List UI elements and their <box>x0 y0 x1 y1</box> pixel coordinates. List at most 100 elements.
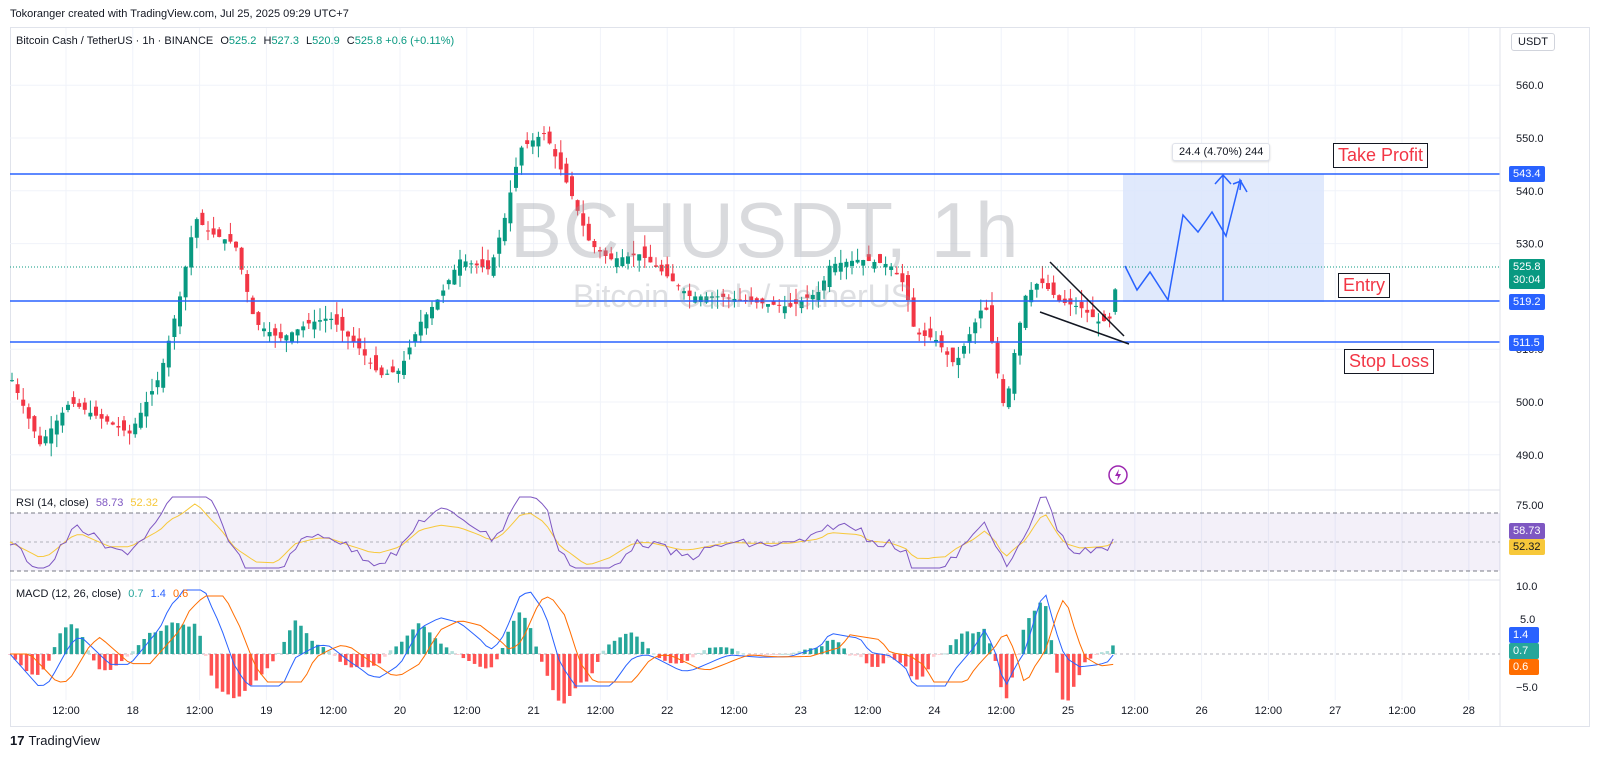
stop-loss-label[interactable]: Stop Loss <box>1344 349 1435 374</box>
candle-body <box>54 420 59 435</box>
candle-body <box>239 247 244 270</box>
rsi-axis-top: 75.00 <box>1516 500 1544 512</box>
macd-histogram-bar <box>461 654 466 659</box>
wedge-top-line[interactable] <box>1049 261 1125 337</box>
ohlc-low: L520.9 <box>306 35 340 47</box>
candle-body <box>1107 316 1112 319</box>
macd-histogram-bar <box>433 638 438 654</box>
time-tick-label: 12:00 <box>186 705 214 717</box>
price-tick-label: 500.0 <box>1516 397 1544 409</box>
candle-body <box>446 280 451 285</box>
candle-body <box>469 263 474 265</box>
macd-histogram-bar <box>892 654 897 660</box>
macd-histogram-bar <box>696 652 701 654</box>
candle-body <box>390 366 395 373</box>
currency-button[interactable]: USDT <box>1511 33 1555 51</box>
macd-histogram-bar <box>1083 654 1087 663</box>
candle-body <box>357 338 362 349</box>
candle-body <box>519 147 524 166</box>
wedge-bottom-line[interactable] <box>1039 311 1130 345</box>
macd-histogram-bar <box>41 654 46 670</box>
macd-histogram-bar <box>713 647 718 654</box>
candle-body <box>536 136 541 147</box>
macd-legend[interactable]: MACD (12, 26, close) 0.7 1.4 0.6 <box>16 588 188 600</box>
symbol-legend[interactable]: Bitcoin Cash / TetherUS · 1h · BINANCE O… <box>16 35 454 47</box>
lightning-glyph <box>1115 469 1121 481</box>
chart-attribution: Tokoranger created with TradingView.com,… <box>10 8 349 20</box>
current-price-tag: 525.8 30:04 <box>1509 259 1545 289</box>
ohlc-high: H527.3 <box>263 35 299 47</box>
macd-histogram-bar <box>472 654 477 664</box>
stop-loss-price-tag: 511.5 <box>1509 335 1544 351</box>
macd-histogram-bar <box>164 625 169 654</box>
candle-body <box>906 275 910 301</box>
measure-label[interactable]: 24.4 (4.70%) 244 <box>1172 143 1271 161</box>
time-tick-label: 21 <box>527 705 539 717</box>
candle-body <box>866 254 871 261</box>
entry-label[interactable]: Entry <box>1338 273 1391 298</box>
macd-histogram-bar <box>299 625 303 654</box>
macd-histogram-bar <box>1072 654 1076 687</box>
candle-body <box>424 314 429 329</box>
macd-histogram-bar <box>965 631 970 654</box>
take-profit-label[interactable]: Take Profit <box>1333 143 1429 168</box>
macd-histogram-bar <box>103 654 107 671</box>
candle-body <box>379 367 384 376</box>
macd-histogram-bar <box>192 623 197 654</box>
macd-histogram-bar <box>775 654 779 655</box>
projection-arrow-head <box>1232 179 1242 191</box>
macd-histogram-bar <box>937 654 942 655</box>
candle-body <box>77 403 82 407</box>
candle-body <box>273 328 278 336</box>
macd-value-tag: 1.4 <box>1509 627 1539 643</box>
rsi-ma-line[interactable] <box>9 503 1114 565</box>
macd-histogram-bar <box>282 641 286 654</box>
candle-body <box>570 176 574 197</box>
candle-body <box>38 435 42 445</box>
candle-body <box>105 416 110 422</box>
candle-body <box>631 253 636 256</box>
candle-body <box>1029 289 1034 303</box>
macd-histogram-bar <box>495 654 499 660</box>
candle-body <box>1096 321 1101 324</box>
time-tick-label: 23 <box>795 705 807 717</box>
macd-title: MACD (12, 26, close) <box>16 588 122 600</box>
macd-histogram-bar <box>876 654 880 667</box>
candle-body <box>637 254 642 261</box>
macd-histogram-bar <box>943 653 947 655</box>
rsi-legend[interactable]: RSI (14, close) 58.73 52.32 <box>16 497 158 509</box>
macd-histogram-bar <box>685 654 690 661</box>
candle-body <box>749 296 754 302</box>
candle-body <box>222 239 227 244</box>
macd-histogram-bar <box>1077 654 1082 676</box>
rsi-title: RSI (14, close) <box>16 497 89 509</box>
macd-histogram-bar <box>898 654 902 663</box>
macd-histogram-bar <box>1027 618 1031 654</box>
symbol-name[interactable]: Bitcoin Cash / TetherUS · 1h · BINANCE <box>16 35 214 47</box>
candle-body <box>721 293 726 297</box>
ohlc-change: +0.6 (+0.11%) <box>385 35 455 47</box>
macd-histogram-bar <box>1111 645 1115 654</box>
macd-signal-line[interactable] <box>10 595 1114 683</box>
macd-line[interactable] <box>9 589 1114 687</box>
candle-body <box>178 296 182 327</box>
candle-body <box>346 331 350 337</box>
candle-body <box>435 299 440 310</box>
tradingview-footer[interactable]: 17 TradingView <box>10 733 100 748</box>
projection-path[interactable] <box>1124 178 1248 303</box>
macd-histogram-bar <box>534 646 538 654</box>
rsi-line[interactable] <box>9 496 1114 569</box>
candle-body <box>88 412 93 417</box>
candle-body <box>508 192 513 224</box>
macd-histogram-bar <box>708 647 712 654</box>
macd-histogram-bar <box>926 654 930 670</box>
time-tick-label: 12:00 <box>1255 705 1283 717</box>
take-profit-price-tag: 543.4 <box>1509 166 1545 182</box>
macd-axis-mid: 5.0 <box>1520 614 1536 626</box>
time-tick-label: 28 <box>1463 705 1475 717</box>
candle-body <box>687 290 692 297</box>
macd-histogram-bar <box>741 653 746 655</box>
macd-histogram-bar <box>512 620 516 654</box>
macd-histogram-bar <box>523 617 527 654</box>
